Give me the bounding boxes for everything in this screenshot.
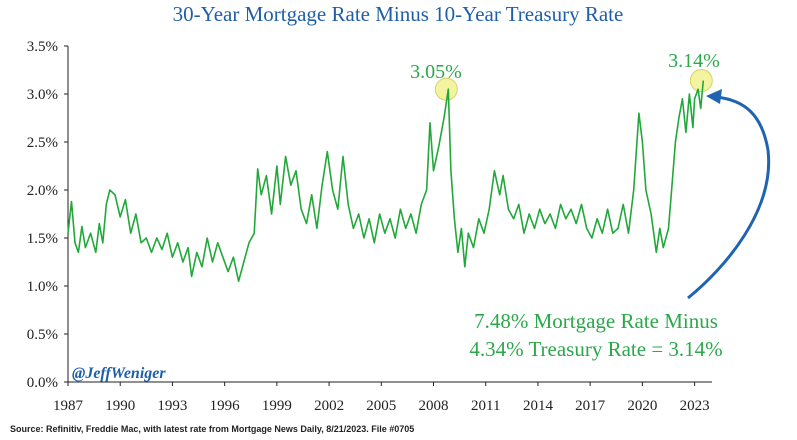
x-tick-label: 1990: [105, 398, 135, 414]
x-tick-label: 1987: [53, 398, 84, 414]
y-tick-label: 1.0%: [27, 279, 58, 295]
x-tick-label: 2014: [523, 398, 554, 414]
callout-arrowhead: [706, 89, 722, 104]
x-tick-label: 1999: [262, 398, 292, 414]
peak-2008-label: 3.05%: [410, 61, 462, 83]
y-tick-label: 3.0%: [27, 87, 58, 103]
x-tick-label: 2011: [471, 398, 500, 414]
chart-title: 30-Year Mortgage Rate Minus 10-Year Trea…: [173, 2, 624, 26]
series-group: [67, 80, 705, 282]
peak-highlight-circle: [689, 69, 713, 93]
x-tick-label: 2017: [575, 398, 606, 414]
x-tick-label: 1993: [157, 398, 187, 414]
x-tick-label: 2023: [680, 398, 710, 414]
x-tick-label: 1996: [210, 398, 241, 414]
peak-highlights: [434, 69, 713, 101]
x-tick-label: 2002: [314, 398, 344, 414]
watermark: @JeffWeniger: [72, 365, 166, 382]
y-tick-label: 2.0%: [27, 183, 58, 199]
annotation-line-2: 4.34% Treasury Rate = 3.14%: [469, 337, 722, 361]
y-tick-label: 2.5%: [27, 135, 58, 151]
peak-2023-label: 3.14%: [668, 50, 720, 72]
callout-arrow: [687, 95, 771, 300]
x-axis-ticks: 1987 1990 1993 1996 1999 2002 2005 2008 2011 2014…: [53, 382, 710, 414]
y-tick-label: 1.5%: [27, 231, 58, 247]
x-tick-label: 2020: [627, 398, 657, 414]
y-tick-label: 0.5%: [27, 327, 58, 343]
x-tick-label: 2008: [419, 398, 449, 414]
y-axis-ticks: 0.0% 0.5% 1.0% 1.5% 2.0% 2.5% 3.0% 3.5%: [27, 39, 68, 391]
annotation-line-1: 7.48% Mortgage Rate Minus: [474, 309, 718, 333]
y-tick-label: 0.0%: [27, 375, 58, 391]
x-tick-label: 2005: [366, 398, 396, 414]
series-line: [67, 80, 705, 282]
y-tick-label: 3.5%: [27, 39, 58, 55]
source-note: Source: Refinitiv, Freddie Mac, with lat…: [10, 424, 414, 434]
